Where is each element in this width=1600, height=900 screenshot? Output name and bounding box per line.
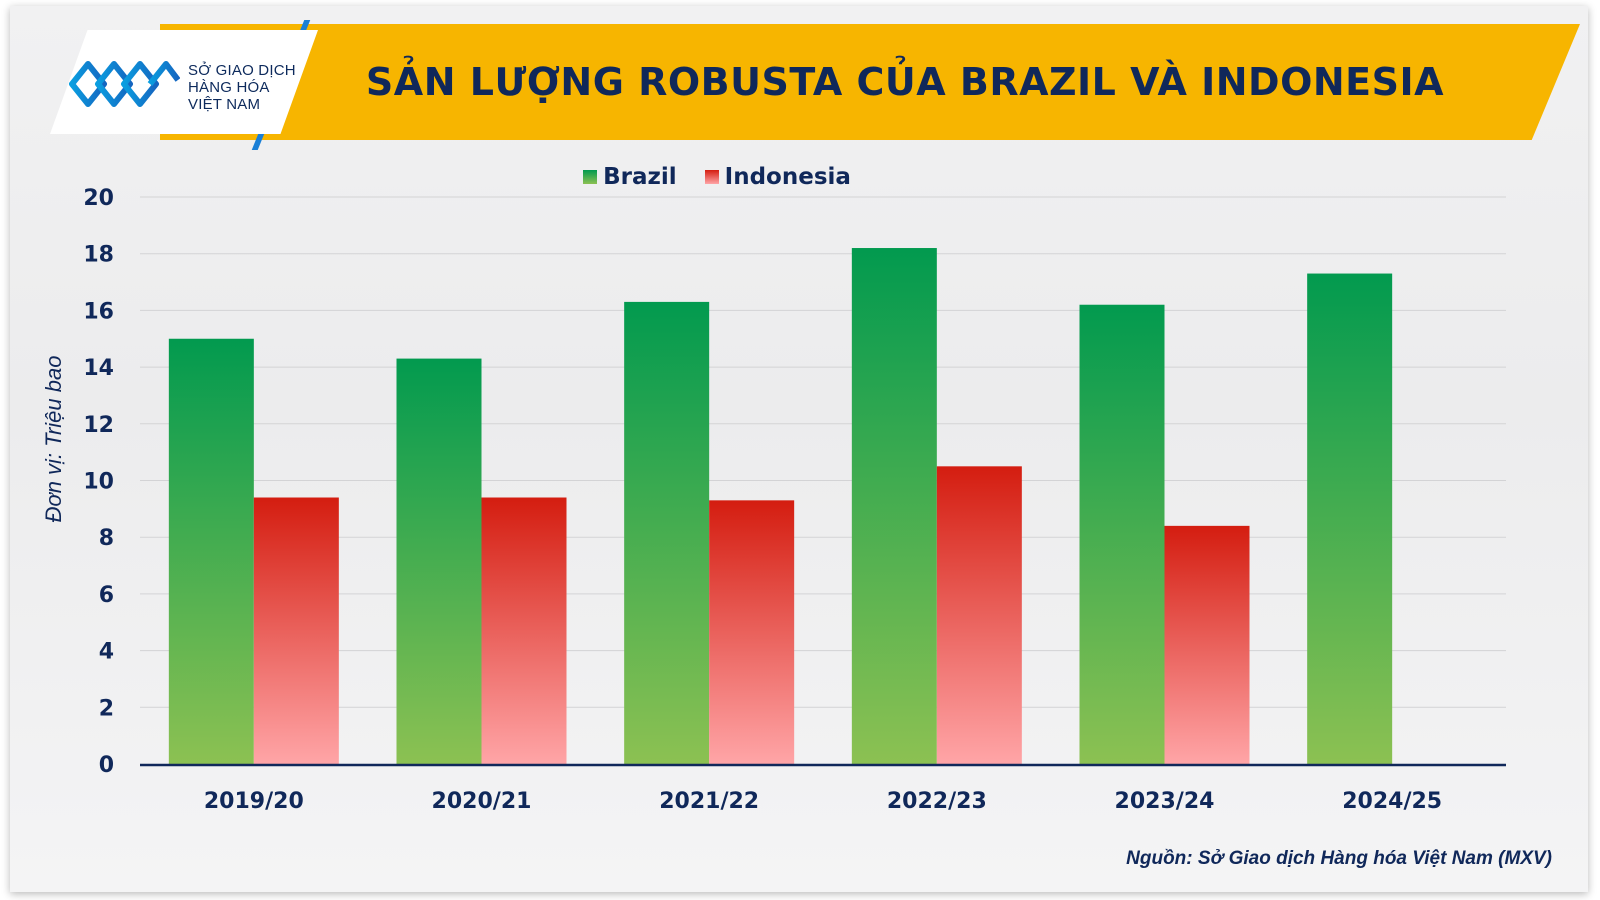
y-tick-label: 2 xyxy=(99,696,114,721)
x-tick-label: 2022/23 xyxy=(887,789,987,814)
bar-indonesia-2020-21 xyxy=(481,497,567,764)
bar-brazil-2022-23 xyxy=(851,248,937,764)
y-tick-label: 8 xyxy=(99,526,114,551)
y-tick-label: 6 xyxy=(99,583,114,608)
legend-label-brazil: Brazil xyxy=(603,164,677,190)
brand-name: SỞ GIAO DỊCH HÀNG HÓA VIỆT NAM xyxy=(188,62,318,113)
bar-brazil-2021-22 xyxy=(624,301,710,764)
bar-indonesia-2022-23 xyxy=(936,466,1022,764)
y-tick-label: 12 xyxy=(83,413,114,438)
chart-title: SẢN LƯỢNG ROBUSTA CỦA BRAZIL VÀ INDONESI… xyxy=(365,60,1445,104)
bar-indonesia-2021-22 xyxy=(709,500,795,764)
bar-indonesia-2019-20 xyxy=(253,497,339,764)
x-tick-label: 2024/25 xyxy=(1342,789,1442,814)
brand-line-3: VIỆT NAM xyxy=(188,96,261,113)
x-tick-label: 2020/21 xyxy=(432,789,532,814)
bar-brazil-2023-24 xyxy=(1079,304,1165,764)
y-tick-label: 20 xyxy=(83,186,114,211)
bar-brazil-2019-20 xyxy=(168,338,254,764)
source-note: Nguồn: Sở Giao dịch Hàng hóa Việt Nam (M… xyxy=(1126,848,1552,869)
bar-brazil-2024-25 xyxy=(1307,273,1393,764)
x-tick-label: 2019/20 xyxy=(204,789,304,814)
brand-line-1: SỞ GIAO DỊCH xyxy=(188,62,296,79)
title-banner xyxy=(160,24,1580,140)
legend-label-indonesia: Indonesia xyxy=(724,164,851,190)
y-tick-label: 16 xyxy=(83,299,114,324)
bar-chart-plot: 0 2 4 6 8 10 12 14 16 18 20 2019/20 2020/21 2021/22 20… xyxy=(83,186,1506,814)
bar-indonesia-2023-24 xyxy=(1164,525,1250,764)
chart-card: SỞ GIAO DỊCH HÀNG HÓA VIỆT NAM SẢN LƯỢNG… xyxy=(10,6,1588,892)
y-tick-label: 4 xyxy=(99,640,114,665)
y-tick-label: 18 xyxy=(83,243,114,268)
y-tick-label: 0 xyxy=(99,753,114,778)
x-tick-label: 2023/24 xyxy=(1115,789,1215,814)
legend-swatch-brazil xyxy=(583,169,598,184)
x-tick-label: 2021/22 xyxy=(659,789,759,814)
y-tick-label: 10 xyxy=(83,470,114,495)
bar-brazil-2020-21 xyxy=(396,358,482,764)
legend-item-brazil: Brazil xyxy=(583,164,677,190)
y-tick-label: 14 xyxy=(83,356,114,381)
brand-line-2: HÀNG HÓA xyxy=(188,79,270,96)
logo-panel xyxy=(50,30,318,134)
mxv-logo-icon xyxy=(69,61,180,107)
legend-swatch-indonesia xyxy=(704,169,719,184)
chart-legend: Brazil Indonesia xyxy=(10,164,1506,190)
legend-item-indonesia: Indonesia xyxy=(704,164,851,190)
